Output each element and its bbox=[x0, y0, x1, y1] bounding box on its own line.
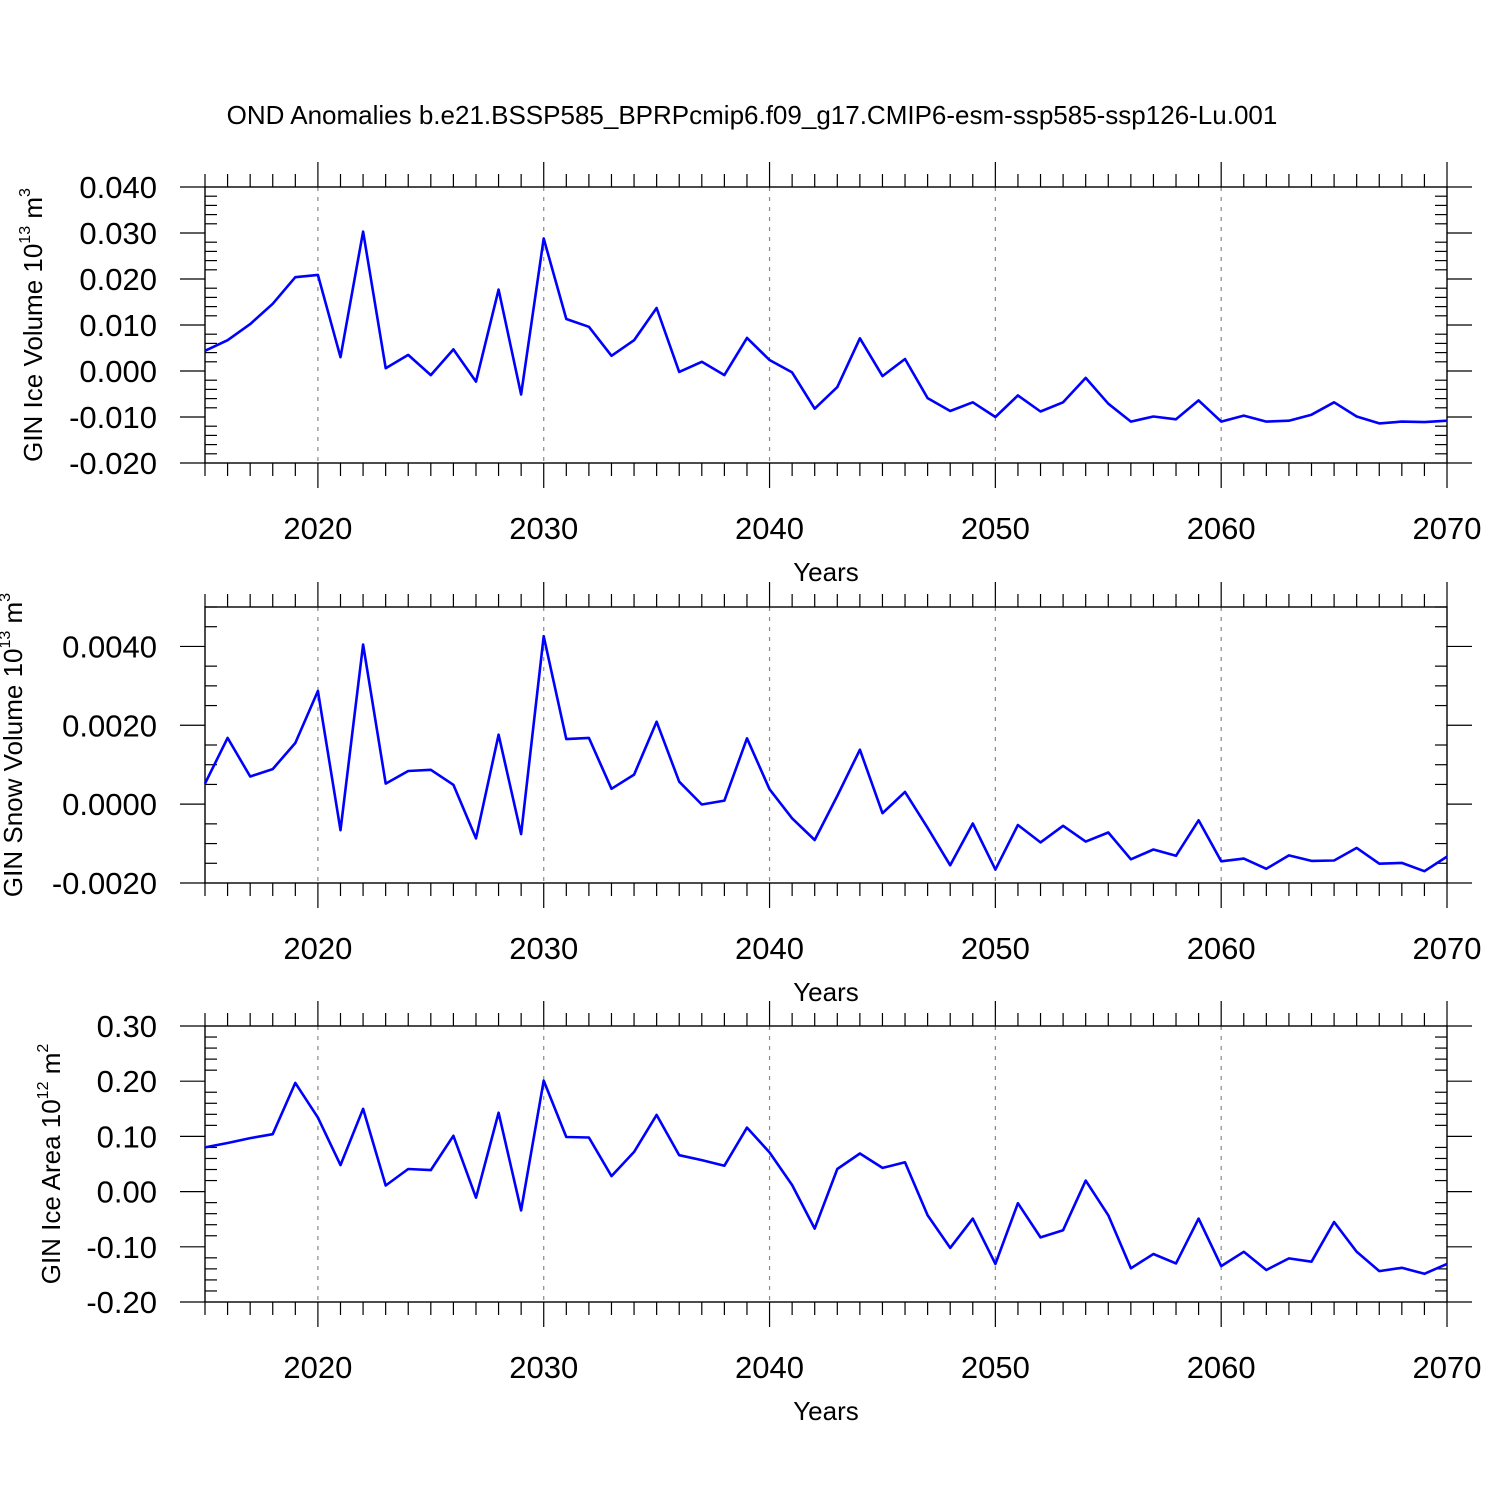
x-tick-label: 2060 bbox=[1187, 1350, 1256, 1385]
x-tick-label: 2060 bbox=[1187, 931, 1256, 966]
y-tick-label: 0.020 bbox=[79, 262, 157, 297]
series-line bbox=[203, 634, 1448, 873]
y-axis-title-exponent: 12 bbox=[35, 1081, 52, 1099]
plot-frame bbox=[204, 606, 1448, 884]
y-axis-title: GIN Snow Volume 1013 m3 bbox=[0, 593, 28, 897]
y-axis-title-unit: m bbox=[18, 197, 48, 226]
chart-title: OND Anomalies b.e21.BSSP585_BPRPcmip6.f0… bbox=[227, 100, 1278, 130]
y-tick-label: 0.20 bbox=[97, 1064, 157, 1099]
y-axis-title-exponent: 13 bbox=[17, 226, 34, 244]
y-tick-label: 0.0020 bbox=[62, 708, 157, 743]
series-line bbox=[204, 1079, 1448, 1276]
x-axis-title: Years bbox=[793, 977, 859, 1007]
x-tick-label: 2030 bbox=[509, 1350, 578, 1385]
x-tick-label: 2050 bbox=[961, 1350, 1030, 1385]
x-tick-label: 2040 bbox=[735, 931, 804, 966]
y-tick-label: -0.20 bbox=[86, 1285, 157, 1320]
x-axis-title: Years bbox=[793, 1396, 859, 1426]
y-axis-title-text: GIN Ice Area 10 bbox=[36, 1099, 66, 1284]
x-tick-label: 2020 bbox=[283, 931, 352, 966]
y-axis-title: GIN Ice Volume 1013 m3 bbox=[17, 188, 48, 462]
y-tick-label: 0.030 bbox=[79, 216, 157, 251]
y-tick-label: 0.30 bbox=[97, 1009, 157, 1044]
x-tick-label: 2060 bbox=[1187, 511, 1256, 546]
x-axis-title: Years bbox=[793, 557, 859, 587]
y-axis-title-text: GIN Ice Volume 10 bbox=[18, 244, 48, 462]
x-tick-label: 2020 bbox=[283, 1350, 352, 1385]
y-tick-label: 0.0040 bbox=[62, 629, 157, 664]
y-tick-label: -0.010 bbox=[69, 400, 157, 435]
x-tick-label: 2040 bbox=[735, 511, 804, 546]
panel-3: -0.20 -0.10 0.00 0.10 0.20 0.30 2020 2030 2040 20… bbox=[35, 1001, 1481, 1426]
x-tick-label: 2050 bbox=[961, 931, 1030, 966]
y-axis-title-unit-exponent: 2 bbox=[35, 1044, 52, 1053]
y-axis-title-unit-exponent: 3 bbox=[0, 593, 14, 602]
series-line bbox=[204, 230, 1448, 425]
y-axis-title-unit: m bbox=[36, 1053, 66, 1082]
x-tick-label: 2040 bbox=[735, 1350, 804, 1385]
y-tick-label: 0.0000 bbox=[62, 787, 157, 822]
panels-group: -0.020 -0.010 0.000 0.010 0.020 0.030 0.040 202… bbox=[0, 162, 1481, 1426]
y-axis-title: GIN Ice Area 1012 m2 bbox=[35, 1044, 66, 1285]
y-axis-title-unit: m bbox=[0, 602, 28, 631]
x-tick-label: 2030 bbox=[509, 511, 578, 546]
y-tick-label: -0.10 bbox=[86, 1230, 157, 1265]
plot-frame bbox=[204, 1025, 1448, 1303]
x-tick-label: 2070 bbox=[1413, 511, 1482, 546]
y-tick-label: -0.020 bbox=[69, 446, 157, 481]
y-tick-label: 0.010 bbox=[79, 308, 157, 343]
y-axis-title-exponent: 13 bbox=[0, 631, 14, 649]
x-tick-label: 2030 bbox=[509, 931, 578, 966]
y-tick-label: 0.10 bbox=[97, 1119, 157, 1154]
y-tick-label: 0.000 bbox=[79, 354, 157, 389]
y-tick-label: 0.040 bbox=[79, 170, 157, 205]
y-axis-title-text: GIN Snow Volume 10 bbox=[0, 649, 28, 898]
x-tick-label: 2020 bbox=[283, 511, 352, 546]
x-tick-label: 2070 bbox=[1413, 1350, 1482, 1385]
y-tick-label: -0.0020 bbox=[52, 866, 157, 901]
panel-1: -0.020 -0.010 0.000 0.010 0.020 0.030 0.040 202… bbox=[17, 162, 1481, 587]
panel-2: -0.0020 0.0000 0.0020 0.0040 2020 2030 2040 205… bbox=[0, 582, 1481, 1007]
y-tick-label: 0.00 bbox=[97, 1175, 157, 1210]
y-axis-title-unit-exponent: 3 bbox=[17, 188, 34, 197]
x-tick-label: 2070 bbox=[1413, 931, 1482, 966]
x-tick-label: 2050 bbox=[961, 511, 1030, 546]
plot-frame bbox=[204, 186, 1448, 464]
